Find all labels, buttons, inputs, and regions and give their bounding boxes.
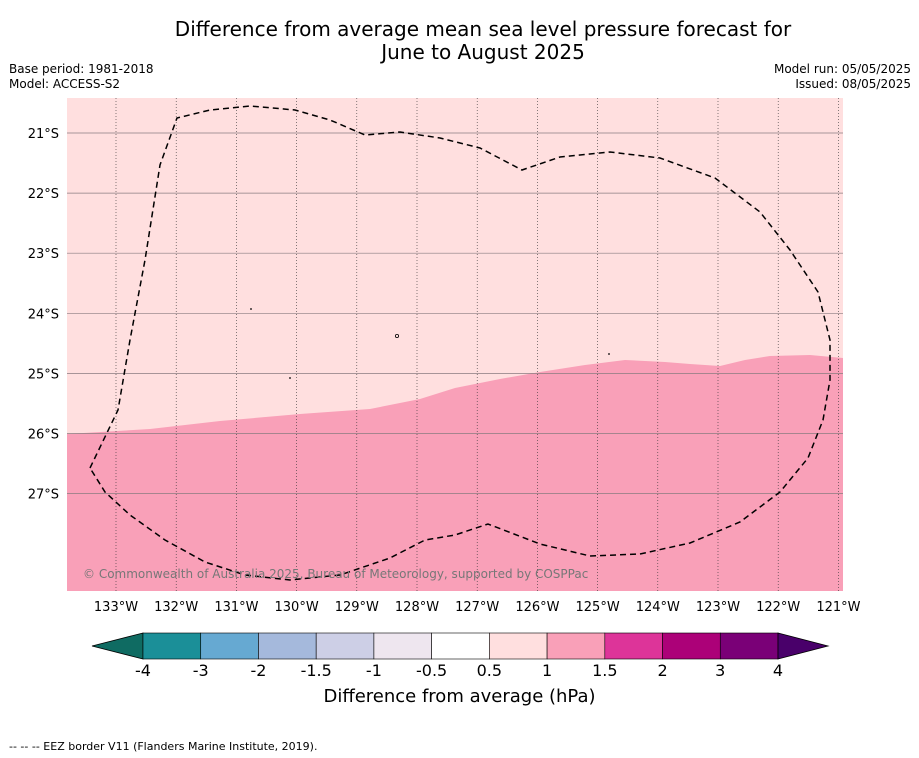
- lon-label: 127°W: [455, 600, 499, 615]
- colorbar-tick-label: -1: [366, 661, 382, 680]
- colorbar-boxes: [91, 632, 830, 660]
- colorbar-box: [662, 632, 721, 660]
- lat-label: 26°S: [28, 428, 59, 443]
- island-marker: [250, 308, 252, 310]
- lat-label: 25°S: [28, 367, 59, 382]
- colorbar-box: [546, 632, 606, 660]
- colorbar-extend-high: [777, 632, 830, 660]
- lat-label: 24°S: [28, 307, 59, 322]
- meta-right: Model run: 05/05/2025 Issued: 08/05/2025: [774, 62, 911, 92]
- map-title: Difference from average mean sea level p…: [0, 18, 919, 64]
- model-name: Model: ACCESS-S2: [9, 77, 121, 91]
- model-run: Model run: 05/05/2025: [773, 62, 911, 76]
- colorbar-tick-label: 1.5: [592, 661, 617, 680]
- island-marker: [394, 333, 399, 338]
- colorbar-tick-label: -1.5: [301, 661, 332, 680]
- colorbar-box: [315, 632, 375, 660]
- colorbar-box: [142, 632, 202, 660]
- lat-label: 27°S: [28, 488, 59, 503]
- lon-label: 125°W: [576, 600, 620, 615]
- lon-label: 131°W: [214, 600, 258, 615]
- title-line-2: June to August 2025: [381, 40, 585, 64]
- lon-label: 130°W: [275, 600, 319, 615]
- colorbar-tick-label: 3: [715, 661, 725, 680]
- latitude-labels: 21°S 22°S 23°S 24°S 25°S 26°S 27°S: [28, 127, 59, 503]
- lon-label: 128°W: [395, 600, 439, 615]
- lon-label: 129°W: [335, 600, 379, 615]
- copyright-notice: © Commonwealth of Australia 2025, Bureau…: [83, 567, 588, 581]
- colorbar: -4 -3 -2 -1.5 -1 -0.5 0.5 1 1.5 2 3 4: [91, 632, 830, 680]
- lat-label: 23°S: [28, 247, 59, 262]
- issued-date: Issued: 08/05/2025: [795, 77, 911, 91]
- colorbar-label: Difference from average (hPa): [323, 686, 596, 707]
- colorbar-box: [719, 632, 779, 660]
- colorbar-tick-label: 4: [773, 661, 783, 680]
- colorbar-tick-label: -0.5: [416, 661, 447, 680]
- eez-border: [89, 105, 831, 581]
- colorbar-tick-label: 0.5: [477, 661, 502, 680]
- lat-label: 21°S: [28, 127, 59, 142]
- meta-left: Base period: 1981-2018 Model: ACCESS-S2: [9, 62, 154, 92]
- colorbar-tick-label: -2: [250, 661, 266, 680]
- island-marker: [289, 377, 291, 379]
- colorbar-ticks: -4 -3 -2 -1.5 -1 -0.5 0.5 1 1.5 2 3 4: [135, 661, 783, 680]
- lon-label: 124°W: [636, 600, 680, 615]
- island-markers: [250, 308, 610, 379]
- island-marker: [608, 353, 610, 355]
- colorbar-box: [604, 632, 663, 660]
- title-line-1: Difference from average mean sea level p…: [174, 17, 792, 41]
- colorbar-box: [431, 632, 490, 660]
- lon-label: 133°W: [94, 600, 138, 615]
- lon-label: 122°W: [756, 600, 800, 615]
- lon-label: 132°W: [154, 600, 198, 615]
- colorbar-box: [373, 632, 432, 660]
- colorbar-box: [200, 632, 259, 660]
- longitude-labels: 133°W 132°W 131°W 130°W 129°W 128°W 127°W 126°W…: [94, 600, 861, 615]
- region-high-anomaly: [67, 355, 843, 591]
- colorbar-tick-label: -4: [135, 661, 151, 680]
- lon-label: 126°W: [515, 600, 559, 615]
- map-grid: [67, 98, 843, 591]
- colorbar-tick-label: 2: [657, 661, 667, 680]
- footer-note: -- -- -- EEZ border V11 (Flanders Marine…: [9, 740, 318, 753]
- colorbar-extend-low: [91, 632, 144, 660]
- base-period: Base period: 1981-2018: [9, 62, 154, 76]
- lon-label: 123°W: [696, 600, 740, 615]
- colorbar-tick-label: 1: [542, 661, 552, 680]
- colorbar-box: [258, 632, 317, 660]
- colorbar-box: [489, 632, 548, 660]
- map-panel: © Commonwealth of Australia 2025, Bureau…: [67, 98, 843, 591]
- colorbar-tick-label: -3: [193, 661, 209, 680]
- lat-label: 22°S: [28, 187, 59, 202]
- lon-label: 121°W: [816, 600, 860, 615]
